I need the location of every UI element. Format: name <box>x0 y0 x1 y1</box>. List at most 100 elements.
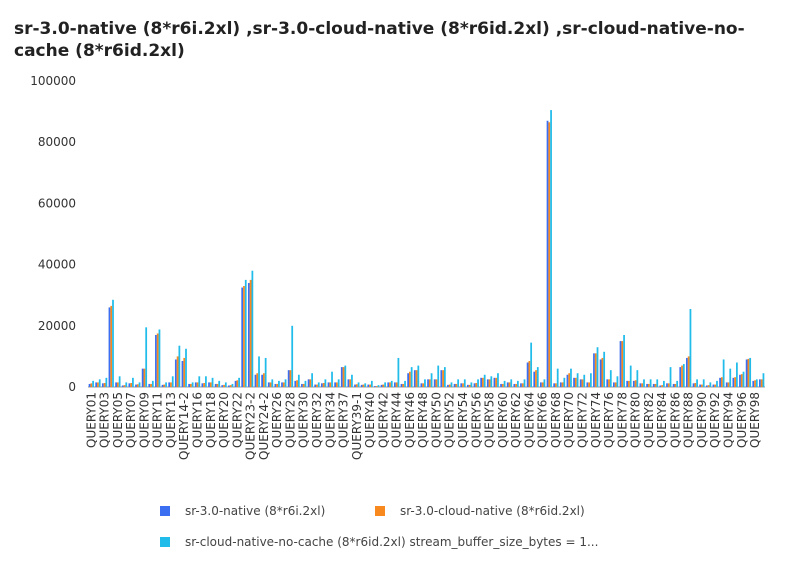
x-tick-label: QUERY01 <box>84 392 98 448</box>
bar <box>214 383 217 387</box>
bar <box>269 382 272 387</box>
bar <box>176 356 179 387</box>
bar <box>221 385 224 387</box>
bar <box>145 327 148 387</box>
bar <box>573 377 575 387</box>
bar <box>614 382 617 387</box>
x-tick-label: QUERY44 <box>390 392 404 448</box>
bar <box>725 382 728 387</box>
bar <box>523 379 526 387</box>
bar <box>402 383 405 387</box>
x-tick-label: QUERY70 <box>562 392 576 448</box>
bar <box>475 383 478 387</box>
bar <box>340 367 343 387</box>
bar <box>453 383 456 387</box>
bar <box>135 384 137 387</box>
bar <box>681 365 683 387</box>
bar <box>468 384 471 387</box>
x-tick-label: QUERY98 <box>748 392 762 448</box>
bar <box>174 359 177 387</box>
bar <box>238 377 240 387</box>
bar <box>188 383 190 387</box>
bar <box>241 287 244 387</box>
bar <box>520 383 522 387</box>
bar <box>276 383 279 387</box>
bar <box>103 383 106 387</box>
y-tick-label: 60000 <box>38 196 76 210</box>
bar <box>548 122 551 387</box>
bar <box>501 383 504 387</box>
bar <box>409 371 411 387</box>
bar <box>568 373 571 387</box>
bar <box>561 382 564 387</box>
bar <box>231 383 234 387</box>
bar <box>404 380 406 387</box>
x-tick-label: QUERY26 <box>270 392 284 448</box>
bar <box>294 380 297 387</box>
bar <box>716 380 718 387</box>
bar <box>516 380 519 387</box>
bar <box>128 383 131 387</box>
bar <box>349 379 352 387</box>
bar <box>324 379 327 387</box>
bar <box>307 379 310 387</box>
bar <box>198 376 201 387</box>
bar <box>457 379 460 387</box>
bar <box>369 384 371 387</box>
bar <box>243 286 245 387</box>
x-tick-label: QUERY94 <box>721 392 735 448</box>
x-tick-label: QUERY22 <box>230 392 244 448</box>
chart-title: sr-3.0-native (8*r6i.2xl) ,sr-3.0-cloud-… <box>14 19 745 61</box>
bar <box>589 373 592 387</box>
bar <box>719 377 721 387</box>
bar <box>687 356 690 387</box>
bar <box>480 377 483 387</box>
bar <box>576 373 579 387</box>
bar <box>603 351 606 387</box>
bar <box>601 357 604 387</box>
bar <box>148 383 151 387</box>
bar <box>435 379 438 387</box>
x-tick-label: QUERY11 <box>151 392 165 448</box>
bar <box>170 382 172 387</box>
x-tick-label: QUERY58 <box>483 392 497 448</box>
bar <box>559 382 562 387</box>
bar <box>136 384 139 387</box>
bar <box>736 362 738 387</box>
bar <box>189 383 192 387</box>
bar <box>689 308 692 387</box>
bar <box>493 377 496 387</box>
bar <box>251 270 254 387</box>
bar <box>699 384 702 387</box>
bar <box>393 382 396 387</box>
x-tick-label: QUERY76 <box>602 392 616 448</box>
y-tick-label: 80000 <box>38 135 76 149</box>
bar <box>659 385 662 387</box>
bar <box>334 382 337 387</box>
bar <box>643 379 645 387</box>
bar <box>424 379 426 387</box>
bar <box>621 341 624 387</box>
bar <box>395 382 398 387</box>
bar <box>95 382 98 387</box>
bar <box>171 376 174 387</box>
bar <box>676 380 679 387</box>
y-tick-label: 0 <box>68 380 76 394</box>
bar <box>539 382 542 387</box>
bar <box>734 377 737 387</box>
bar <box>745 359 748 387</box>
x-tick-label: QUERY50 <box>429 392 443 448</box>
bar <box>211 377 214 387</box>
bar <box>130 383 133 387</box>
bar <box>208 382 210 387</box>
bar <box>477 379 479 387</box>
bar <box>705 385 708 387</box>
bar <box>263 373 265 387</box>
bar <box>613 382 615 387</box>
bar <box>216 383 219 387</box>
bar <box>271 379 274 387</box>
bar <box>278 380 280 387</box>
bar <box>679 367 682 387</box>
bar <box>141 368 144 387</box>
bar <box>442 370 444 387</box>
